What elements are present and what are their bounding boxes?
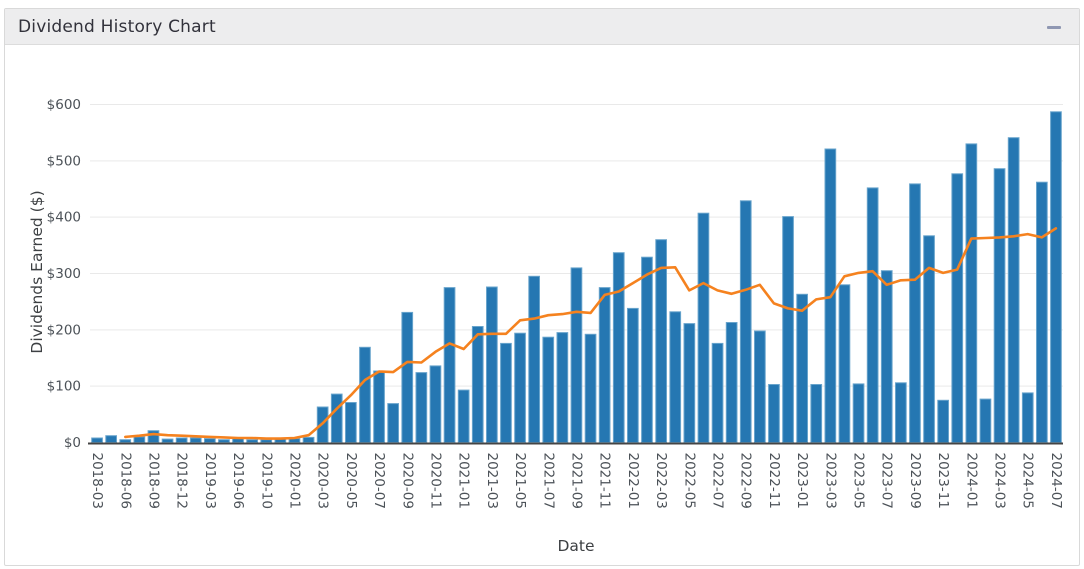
dividend-bar[interactable] — [866, 187, 879, 443]
dividend-bar[interactable] — [91, 437, 103, 443]
dividend-bar[interactable] — [880, 270, 893, 444]
dividend-bar[interactable] — [993, 168, 1006, 443]
dividend-bar[interactable] — [105, 435, 118, 444]
moving-average-line[interactable] — [124, 227, 1058, 440]
dividend-bar[interactable] — [584, 333, 597, 443]
dividend-bar[interactable] — [909, 183, 921, 443]
dividend-bar[interactable] — [260, 439, 273, 444]
dividend-bar[interactable] — [486, 286, 498, 443]
dividend-bar[interactable] — [852, 383, 865, 443]
dividend-bar[interactable] — [387, 403, 399, 444]
dividend-bar[interactable] — [514, 332, 526, 444]
dividend-bar[interactable] — [359, 346, 371, 443]
dividend-bar[interactable] — [1021, 392, 1034, 443]
dividend-bar[interactable] — [204, 438, 216, 444]
dividend-bar[interactable] — [119, 439, 132, 444]
dividend-bar[interactable] — [373, 370, 385, 443]
dividend-bar[interactable] — [457, 389, 470, 444]
dividend-bar[interactable] — [1007, 137, 1020, 443]
dividend-bar[interactable] — [782, 216, 794, 443]
dividend-bar[interactable] — [570, 267, 583, 443]
dividend-bar[interactable] — [937, 399, 949, 444]
dividend-bar[interactable] — [415, 372, 428, 444]
dividend-bar[interactable] — [471, 326, 484, 443]
dividend-bar[interactable] — [175, 437, 188, 443]
dividend-bar[interactable] — [768, 384, 780, 443]
dividend-bar[interactable] — [711, 342, 724, 443]
dividend-bar[interactable] — [218, 439, 230, 444]
dividend-bar[interactable] — [895, 382, 907, 443]
dividend-bar[interactable] — [810, 384, 823, 443]
panel-header: Dividend History Chart — [5, 9, 1079, 45]
dividend-bar[interactable] — [979, 398, 992, 444]
dividend-bar[interactable] — [401, 311, 414, 443]
dividend-bar[interactable] — [754, 330, 766, 443]
dividend-bar[interactable] — [330, 393, 343, 444]
dividend-bar[interactable] — [683, 323, 696, 444]
dividend-bar[interactable] — [838, 284, 851, 443]
dividend-bar[interactable] — [443, 287, 456, 443]
dividend-bar[interactable] — [429, 365, 442, 443]
dividend-bar[interactable] — [189, 437, 202, 443]
dividend-bar[interactable] — [556, 332, 569, 444]
dividend-bar[interactable] — [739, 200, 752, 443]
dividend-bar[interactable] — [725, 322, 738, 443]
dividend-bar[interactable] — [598, 287, 611, 443]
dividend-bar[interactable] — [542, 336, 555, 444]
dividend-bar[interactable] — [641, 256, 653, 444]
dividend-bar[interactable] — [302, 436, 315, 443]
dividend-bar[interactable] — [1036, 181, 1048, 443]
minimize-button[interactable] — [1041, 15, 1067, 39]
dividend-bar[interactable] — [147, 430, 160, 444]
dividend-bar[interactable] — [1050, 111, 1062, 444]
dividend-bar[interactable] — [627, 307, 639, 443]
dividend-bar[interactable] — [697, 212, 710, 443]
dividend-bar[interactable] — [951, 173, 964, 444]
dividend-bar[interactable] — [133, 436, 146, 443]
dividend-bar[interactable] — [612, 252, 625, 443]
minus-icon — [1047, 25, 1061, 29]
dividend-bar[interactable] — [500, 342, 512, 443]
dividend-history-panel: Dividend History Chart — [4, 8, 1080, 566]
dividend-bar[interactable] — [345, 402, 357, 443]
dividend-bar[interactable] — [796, 293, 808, 443]
panel-title: Dividend History Chart — [18, 16, 216, 37]
dividend-bar[interactable] — [161, 438, 174, 444]
dividend-bar[interactable] — [965, 143, 978, 443]
dividend-bar[interactable] — [246, 439, 259, 444]
dividend-bar[interactable] — [669, 311, 682, 443]
dividend-bar[interactable] — [528, 275, 540, 443]
